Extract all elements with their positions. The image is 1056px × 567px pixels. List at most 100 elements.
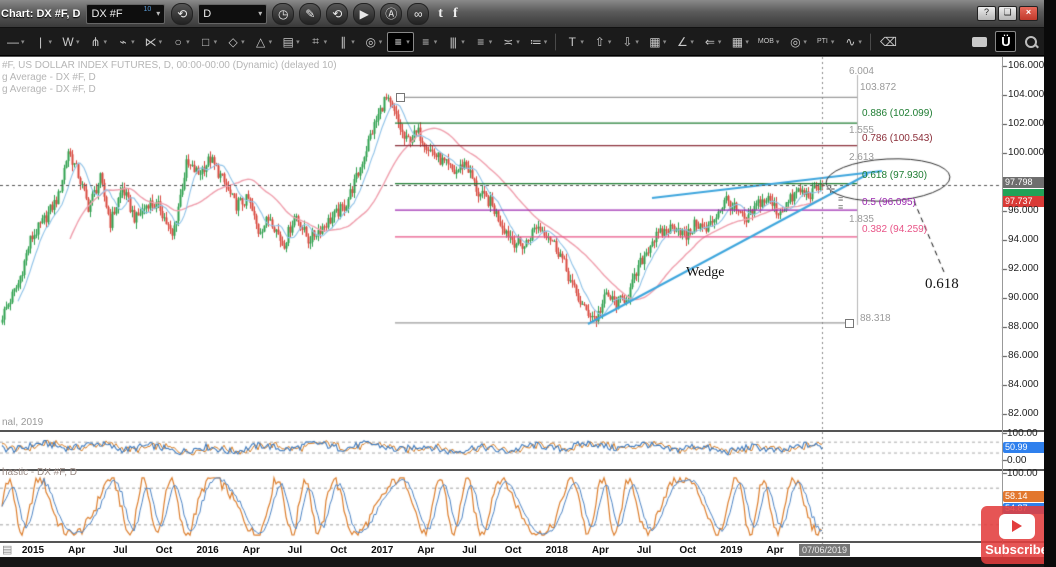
pencil-icon[interactable]: ✎ (299, 2, 322, 25)
time-tick-label: 2019 (720, 545, 743, 556)
list-box-tool-icon: ≡ (394, 34, 402, 49)
list-box-tool[interactable]: ≡ ▾ (387, 31, 414, 52)
fib-anchor-top-label: 103.872 (860, 82, 897, 93)
circle12-tool[interactable]: ◎ ▾ (784, 32, 811, 52)
drag-handle-icon[interactable]: ≡ (838, 202, 844, 212)
top-icon-group: ⟲ D ▾ ◷ ✎ ⟲ ▶ Ⓐ ∞ (171, 2, 430, 25)
dash-tool[interactable]: ≍ ▾ (497, 32, 524, 52)
comment-bubble-icon[interactable] (972, 36, 987, 47)
u-indicator-label: Ü (1001, 34, 1010, 49)
wave-tool[interactable]: ∿ ▾ (839, 32, 866, 52)
clock-icon[interactable]: ◷ (272, 2, 295, 25)
target-tool[interactable]: ◎ ▾ (360, 32, 387, 52)
stack-tool[interactable]: ≡ ▾ (470, 32, 497, 52)
time-tick-label: Jul (113, 545, 128, 556)
flash-tool[interactable]: ⌁ ▾ (112, 32, 139, 52)
window-edge (1044, 0, 1056, 567)
chevron-down-icon: ▾ (858, 38, 862, 46)
arrow-down-tool[interactable]: ⇩ ▾ (616, 32, 643, 52)
link-icon[interactable]: ∞ (407, 2, 430, 25)
fan-tool-icon: ⋉ (144, 34, 157, 49)
youtube-subscribe-overlay[interactable]: Subscribe (981, 506, 1052, 564)
shade-tool-icon: ▦ (649, 34, 660, 49)
chart-legend-symbol: #F, US DOLLAR INDEX FUTURES, D, 00:00-00… (2, 60, 337, 71)
axis-corner-icon[interactable]: ▤ (2, 544, 13, 556)
wedge-annotation: Wedge (686, 265, 725, 280)
auto-icon[interactable]: Ⓐ (380, 2, 403, 25)
search-icon[interactable] (1024, 35, 1039, 49)
chevron-down-icon: ▾ (213, 38, 218, 46)
vertical-line-tool[interactable]: | ▾ (30, 32, 57, 52)
mob-tool[interactable]: MOB ▾ (754, 35, 783, 49)
fan-tool[interactable]: ⋉ ▾ (140, 32, 167, 52)
columns-tool[interactable]: ||| ▾ (442, 32, 469, 52)
rsi-axis-bottom: 0.00 (1007, 455, 1027, 466)
chevron-down-icon: ▾ (803, 38, 807, 46)
chevron-down-icon: ▾ (775, 38, 780, 46)
last-price-badge: 97.737 (1003, 196, 1046, 207)
restore-button[interactable]: ❏ (998, 6, 1017, 21)
pti-tool[interactable]: PTI ▾ (812, 35, 839, 49)
help-button[interactable]: ? (977, 6, 996, 21)
parallel-lines-tool[interactable]: ∥ ▾ (332, 32, 359, 52)
history-refresh-icon[interactable]: ⟲ (171, 2, 194, 25)
chevron-down-icon: ▾ (156, 9, 161, 18)
trend-line-tool[interactable]: — ▾ (2, 32, 29, 52)
symbol-dropdown[interactable]: DX #F 10 ▾ (86, 3, 166, 24)
chart-legend-ma2: g Average - DX #F, D (2, 84, 96, 95)
pitchfork-tool[interactable]: ⋔ ▾ (85, 32, 112, 52)
stoch-k-badge: 58.14 (1003, 491, 1046, 502)
chevron-down-icon: ▾ (241, 38, 245, 46)
fib-level-05: 0.5 (96.095) (862, 197, 916, 208)
period-dropdown[interactable]: D ▾ (198, 3, 268, 24)
u-indicator-button[interactable]: Ü (995, 31, 1016, 52)
time-tick-label: 2015 (21, 545, 45, 556)
play-icon[interactable]: ▶ (353, 2, 376, 25)
twitter-icon[interactable]: t (438, 5, 443, 21)
hatch-tool[interactable]: ▤ ▾ (277, 32, 304, 52)
shade-tool[interactable]: ▦ ▾ (644, 32, 671, 52)
stoch-axis-top: 100.00 (1007, 468, 1038, 479)
fib-bottom-handle[interactable] (845, 319, 854, 328)
divider[interactable] (0, 469, 1044, 471)
angle-tool[interactable]: ∠ ▾ (671, 32, 698, 52)
chevron-down-icon: ▾ (745, 38, 749, 46)
time-tick-label: Oct (679, 545, 697, 556)
youtube-play-icon[interactable] (998, 513, 1035, 539)
price-tick-label: 90.000 (1008, 292, 1039, 304)
text-tool[interactable]: T ▾ (561, 32, 588, 52)
facebook-icon[interactable]: f (452, 5, 458, 21)
arrow-up-tool[interactable]: ⇧ ▾ (589, 32, 616, 52)
chevron-down-icon: ▾ (461, 38, 465, 46)
grid-lines-tool[interactable]: ⌗ ▾ (305, 31, 332, 52)
vertical-line-tool-icon: | (38, 34, 42, 49)
ellipse-tool[interactable]: ○ ▾ (167, 32, 194, 52)
flash-tool-icon: ⌁ (119, 34, 126, 49)
close-button[interactable]: × (1019, 6, 1038, 21)
zigzag-tool[interactable]: W ▾ (57, 32, 84, 52)
dotted-tool[interactable]: ≔ ▾ (525, 32, 552, 52)
chevron-down-icon: ▾ (378, 38, 383, 46)
eraser-tool[interactable]: ⌫ (876, 32, 900, 52)
table-tool[interactable]: ▦ ▾ (726, 32, 753, 52)
divider[interactable] (0, 430, 1044, 432)
arrow-left-tool[interactable]: ⇐ ▾ (699, 32, 726, 52)
chevron-down-icon: ▾ (131, 38, 135, 46)
diamond-tool[interactable]: ◇ ▾ (222, 32, 249, 52)
drag-handle-icon[interactable]: ≡ (838, 194, 844, 204)
diamond-tool-icon: ◇ (228, 34, 238, 49)
price-tick-label: 86.000 (1008, 350, 1039, 362)
chevron-down-icon: ▾ (268, 38, 273, 46)
fib-top-handle[interactable] (396, 93, 405, 102)
rectangle-tool[interactable]: □ ▾ (195, 32, 222, 52)
ellipse-tool-icon: ○ (174, 34, 181, 49)
lines-tool[interactable]: ≡ ▾ (415, 32, 442, 52)
chevron-down-icon: ▾ (830, 38, 835, 46)
replay-icon[interactable]: ⟲ (326, 2, 349, 25)
move-cross-icon[interactable]: ✛ (826, 184, 836, 196)
axis-separator (1002, 57, 1003, 557)
time-tick-label: 2018 (545, 545, 568, 556)
triangle-tool[interactable]: △ ▾ (250, 32, 277, 52)
